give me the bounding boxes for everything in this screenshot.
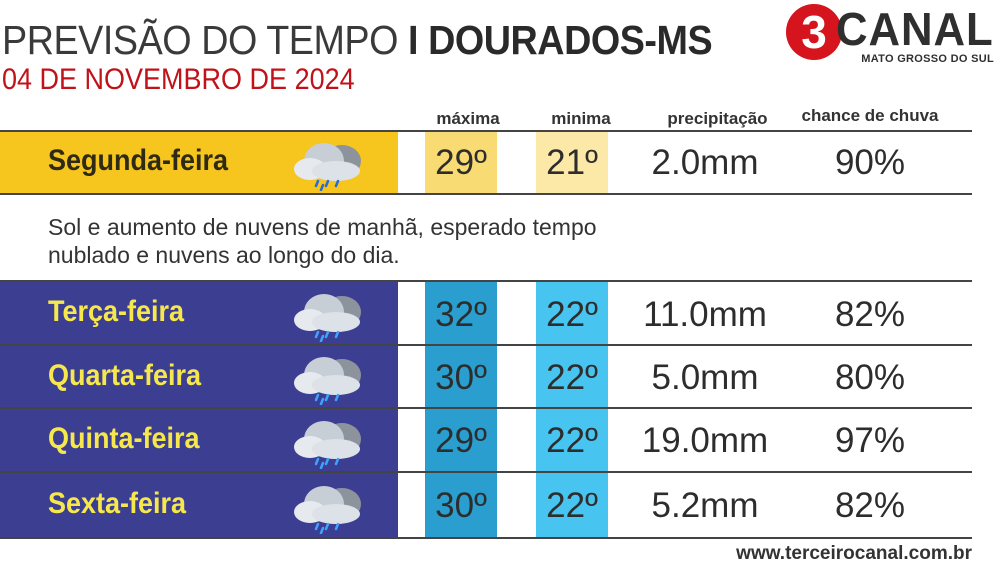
divider xyxy=(0,471,972,473)
max-temp: 30º xyxy=(435,486,487,525)
day-name: Terça-feira xyxy=(48,295,185,328)
max-temp-cell: 32º xyxy=(425,282,497,344)
divider xyxy=(0,193,972,195)
rain-chance: 90% xyxy=(834,143,906,182)
day-band: Terça-feira xyxy=(0,282,398,344)
max-temp-cell: 29º xyxy=(425,409,497,471)
min-temp: 22º xyxy=(546,421,598,460)
max-temp-cell: 30º xyxy=(425,346,497,407)
min-temp-cell: 22º xyxy=(536,282,608,344)
title-prefix: PREVISÃO DO TEMPO xyxy=(2,17,409,63)
precipitation: 11.0mm xyxy=(643,295,767,334)
rain-cloud-icon xyxy=(294,294,361,342)
precipitation: 5.2mm xyxy=(651,486,759,525)
day-row-tuesday: Terça-feira 32º 22º 11.0mm 82% xyxy=(0,282,972,344)
divider xyxy=(0,130,972,132)
rain-cloud-icon xyxy=(294,143,361,191)
divider xyxy=(0,344,972,346)
day-row-friday: Sexta-feira 30º 22º 5.2mm 82% xyxy=(0,473,972,537)
day-name: Quinta-feira xyxy=(48,422,200,455)
column-precipitation: precipitação xyxy=(667,109,768,128)
min-temp-cell: 21º xyxy=(536,132,608,193)
max-temp: 29º xyxy=(435,421,487,460)
logo-number: 3 xyxy=(786,4,842,60)
min-temp-cell: 22º xyxy=(536,346,608,407)
rain-chance: 82% xyxy=(834,295,906,334)
day-name: Sexta-feira xyxy=(48,487,187,520)
day-band: Quinta-feira xyxy=(0,409,398,471)
divider xyxy=(0,280,972,282)
divider xyxy=(0,407,972,409)
min-temp-cell: 22º xyxy=(536,473,608,537)
max-temp: 30º xyxy=(435,358,487,397)
precipitation: 2.0mm xyxy=(651,143,759,182)
min-temp: 21º xyxy=(546,143,598,182)
divider xyxy=(0,537,972,539)
min-temp: 22º xyxy=(546,295,598,334)
title-location: I DOURADOS-MS xyxy=(408,17,713,63)
min-temp: 22º xyxy=(546,358,598,397)
column-max: máxima xyxy=(436,109,500,128)
forecast-date: 04 DE NOVEMBRO DE 2024 xyxy=(2,63,355,96)
logo-subtitle: MATO GROSSO DO SUL xyxy=(861,53,994,65)
day-row-thursday: Quinta-feira 29º 22º 19.0mm 97% xyxy=(0,409,972,471)
max-temp: 29º xyxy=(435,143,487,182)
rain-cloud-icon xyxy=(294,357,361,405)
page-title: PREVISÃO DO TEMPO I DOURADOS-MS xyxy=(2,17,713,63)
min-temp-cell: 22º xyxy=(536,409,608,471)
logo-word: CANAL xyxy=(836,3,994,55)
max-temp-cell: 29º xyxy=(425,132,497,193)
rain-chance: 82% xyxy=(834,486,906,525)
day-name: Segunda-feira xyxy=(48,144,229,177)
column-rain-chance: chance de chuva xyxy=(801,106,939,125)
forecast-description: Sol e aumento de nuvens de manhã, espera… xyxy=(48,214,597,268)
day-band: Quarta-feira xyxy=(0,346,398,407)
rain-chance: 97% xyxy=(834,421,906,460)
min-temp: 22º xyxy=(546,486,598,525)
precipitation: 5.0mm xyxy=(651,358,759,397)
channel-logo: 3 CANAL MATO GROSSO DO SUL xyxy=(783,0,998,70)
day-band: Segunda-feira xyxy=(0,132,398,193)
rain-chance: 80% xyxy=(834,358,906,397)
day-name: Quarta-feira xyxy=(48,359,202,392)
day-row-wednesday: Quarta-feira 30º 22º 5.0mm 80% xyxy=(0,346,972,407)
column-min: minima xyxy=(551,109,611,128)
max-temp: 32º xyxy=(435,295,487,334)
website-link[interactable]: www.terceirocanal.com.br xyxy=(736,543,972,564)
max-temp-cell: 30º xyxy=(425,473,497,537)
day-row-monday: Segunda-feira 29º 21º 2.0mm 90% xyxy=(0,132,972,193)
precipitation: 19.0mm xyxy=(641,421,769,460)
day-band: Sexta-feira xyxy=(0,473,398,537)
rain-cloud-icon xyxy=(294,486,361,534)
rain-cloud-icon xyxy=(294,421,361,469)
